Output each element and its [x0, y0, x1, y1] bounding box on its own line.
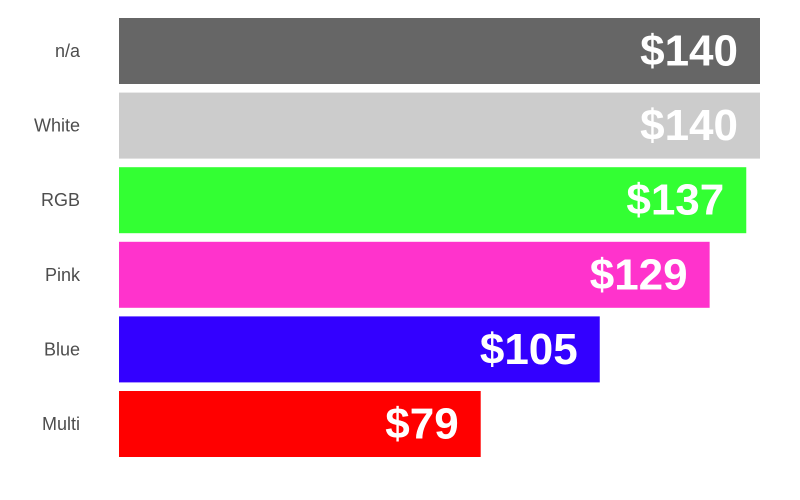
value-label-4: $105: [480, 325, 578, 374]
category-label-0: n/a: [55, 41, 81, 61]
value-label-2: $137: [626, 176, 724, 225]
category-label-3: Pink: [45, 265, 81, 285]
category-label-5: Multi: [42, 414, 80, 434]
value-label-0: $140: [640, 27, 738, 76]
category-label-1: White: [34, 116, 80, 136]
value-label-3: $129: [590, 250, 688, 299]
bar-2: [119, 167, 747, 234]
category-labels-group: n/a White RGB Pink Blue Multi: [34, 41, 81, 434]
value-label-1: $140: [640, 101, 738, 150]
bar-0: [119, 18, 760, 84]
value-label-5: $79: [385, 400, 458, 449]
category-label-2: RGB: [41, 190, 80, 210]
bar-3: [119, 241, 710, 308]
bar-1: [119, 92, 760, 159]
value-labels-group: $140 $140 $137 $129$105 $79: [385, 27, 738, 449]
category-label-4: Blue: [44, 339, 80, 359]
bar-4: [119, 316, 600, 383]
bars-group: [119, 18, 760, 457]
bar-5: [119, 391, 481, 457]
